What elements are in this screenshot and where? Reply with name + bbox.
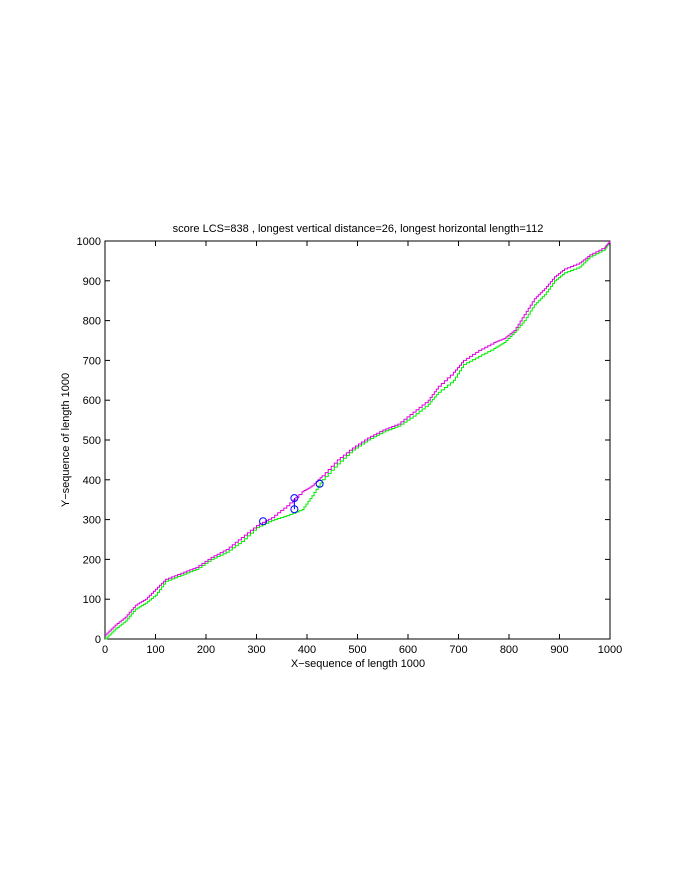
x-tick-label: 0	[102, 644, 108, 656]
y-tick-label: 300	[83, 515, 101, 527]
marker-point	[290, 505, 299, 514]
y-tick-label: 600	[83, 395, 101, 407]
y-tick-label: 900	[83, 276, 101, 288]
x-tick-label: 300	[247, 644, 265, 656]
x-tick-label: 400	[298, 644, 316, 656]
x-axis-label: X−sequence of length 1000	[291, 658, 425, 670]
x-tick-label: 700	[449, 644, 467, 656]
marker-point	[259, 517, 268, 526]
x-tick-label: 100	[146, 644, 164, 656]
series-line-2	[105, 241, 611, 636]
y-tick-label: 0	[95, 634, 101, 646]
x-tick-label: 600	[399, 644, 417, 656]
x-tick-label: 900	[550, 644, 568, 656]
chart-title: score LCS=838 , longest vertical distanc…	[173, 223, 544, 235]
y-tick-label: 200	[83, 554, 101, 566]
plot-area: 0 100 200 300 400 500 600 700 800 900 1000 0 100 200 3…	[77, 236, 623, 656]
x-tick-label: 800	[500, 644, 518, 656]
y-tick-label: 800	[83, 316, 101, 328]
y-tick-label: 1000	[77, 236, 101, 248]
x-tick-label: 1000	[598, 644, 622, 656]
x-tick-label: 200	[197, 644, 215, 656]
marker-point	[315, 479, 324, 488]
marker-point	[290, 494, 299, 503]
y-tick-label: 500	[83, 435, 101, 447]
y-axis-label: Y−sequence of length 1000	[60, 373, 72, 507]
y-tick-label: 400	[83, 475, 101, 487]
x-tick-label: 500	[348, 644, 366, 656]
y-tick-label: 100	[83, 594, 101, 606]
y-tick-label: 700	[83, 355, 101, 367]
